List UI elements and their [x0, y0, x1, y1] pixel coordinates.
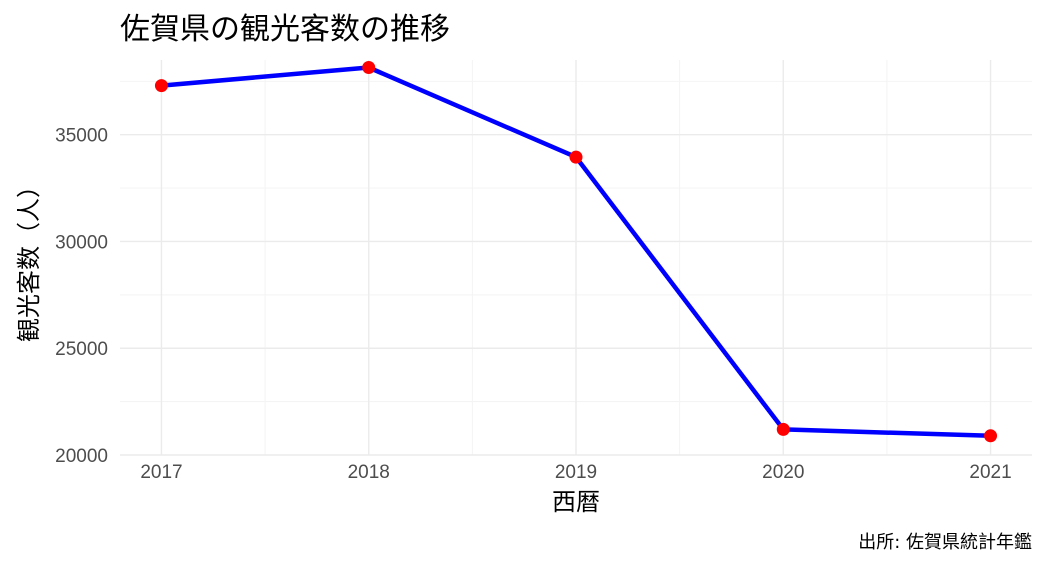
- x-tick-label: 2020: [762, 462, 804, 483]
- y-axis-title: 観光客数（人）: [15, 174, 43, 342]
- x-tick-labels: 2017 2018 2019 2020 2021: [140, 462, 1011, 483]
- x-tick-label: 2021: [969, 462, 1011, 483]
- x-axis-title: 西暦: [552, 488, 600, 516]
- data-point: [362, 60, 376, 74]
- x-tick-label: 2018: [348, 462, 390, 483]
- points-layer: [154, 60, 998, 443]
- x-tick-label: 2019: [555, 462, 597, 483]
- data-point: [776, 422, 790, 436]
- y-tick-label: 20000: [55, 446, 108, 467]
- y-tick-label: 35000: [55, 126, 108, 147]
- grid: [120, 60, 1032, 456]
- data-point: [569, 150, 583, 164]
- chart-caption: 出所: 佐賀県統計年鑑: [858, 532, 1032, 553]
- data-point: [154, 79, 168, 93]
- y-tick-label: 25000: [55, 339, 108, 360]
- y-tick-labels: 20000 25000 30000 35000: [55, 126, 108, 467]
- chart-title: 佐賀県の観光客数の推移: [120, 12, 450, 47]
- data-point: [984, 429, 998, 443]
- x-tick-label: 2017: [140, 462, 182, 483]
- y-tick-label: 30000: [55, 232, 108, 253]
